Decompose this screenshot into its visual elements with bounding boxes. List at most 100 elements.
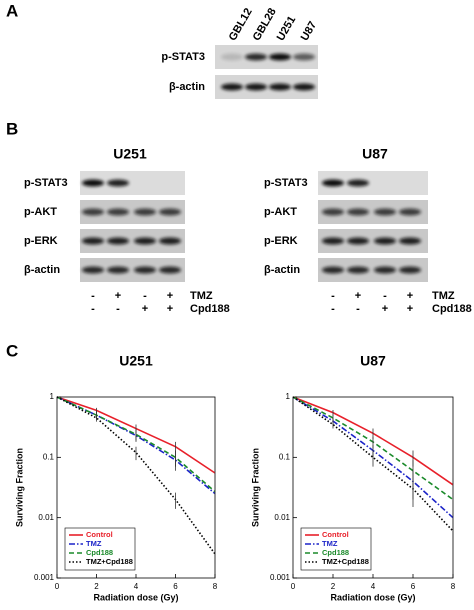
band	[347, 208, 369, 216]
y-tick-label: 0.01	[274, 513, 290, 522]
treatment-sign: +	[382, 303, 388, 315]
y-tick-label: 0.1	[279, 452, 291, 461]
panel-label: B	[6, 119, 18, 138]
treatment-sign: -	[356, 303, 360, 315]
treatment-sign: -	[91, 290, 95, 302]
band	[293, 53, 315, 61]
band	[399, 266, 421, 274]
band	[134, 208, 156, 216]
treatment-sign: -	[331, 290, 335, 302]
x-tick-label: 6	[173, 582, 178, 591]
band	[374, 266, 396, 274]
x-tick-label: 6	[411, 582, 416, 591]
band	[322, 266, 344, 274]
y-axis-label: Surviving Fraction	[14, 448, 24, 527]
band	[107, 208, 129, 216]
row-label: p-AKT	[264, 206, 297, 218]
band	[221, 53, 243, 61]
legend-label: Cpd188	[322, 548, 349, 557]
band	[374, 208, 396, 216]
legend-label: TMZ	[86, 539, 102, 548]
treatment-sign: -	[383, 290, 387, 302]
band	[107, 266, 129, 274]
treatment-sign: +	[142, 303, 148, 315]
band	[159, 266, 181, 274]
legend-label: Control	[86, 530, 113, 539]
y-tick-label: 0.01	[38, 513, 54, 522]
band	[82, 179, 104, 187]
row-label: β-actin	[169, 81, 205, 93]
band	[347, 179, 369, 187]
band	[107, 179, 129, 187]
blot-title: U87	[362, 146, 388, 162]
band	[159, 208, 181, 216]
treatment-name: TMZ	[432, 290, 455, 302]
panel-label: C	[6, 341, 18, 360]
treatment-name: Cpd188	[432, 303, 472, 315]
treatment-sign: -	[331, 303, 335, 315]
band	[107, 237, 129, 245]
band	[322, 237, 344, 245]
treatment-name: TMZ	[190, 290, 213, 302]
treatment-sign: -	[116, 303, 120, 315]
row-label: p-STAT3	[264, 177, 308, 189]
band	[245, 83, 267, 91]
row-label: β-actin	[264, 264, 300, 276]
treatment-sign: -	[91, 303, 95, 315]
y-tick-label: 1	[286, 392, 291, 401]
lane-label: U251	[275, 14, 299, 43]
x-tick-label: 8	[213, 582, 218, 591]
y-tick-label: 0.001	[34, 573, 55, 582]
band	[134, 237, 156, 245]
band	[82, 266, 104, 274]
band	[322, 208, 344, 216]
treatment-sign: +	[355, 290, 361, 302]
band	[374, 237, 396, 245]
band	[82, 237, 104, 245]
legend-box	[300, 527, 372, 571]
y-tick-label: 0.001	[270, 573, 291, 582]
treatment-sign: -	[143, 290, 147, 302]
series-line	[56, 396, 216, 493]
blot-title: U251	[113, 146, 147, 162]
band	[399, 237, 421, 245]
legend-label: TMZ+Cpd188	[322, 557, 369, 566]
legend-label: Cpd188	[86, 548, 113, 557]
chart-title: U251	[119, 353, 153, 369]
band	[245, 53, 267, 61]
band	[322, 179, 344, 187]
x-axis-label: Radiation dose (Gy)	[330, 592, 415, 602]
x-tick-label: 4	[134, 582, 139, 591]
treatment-sign: +	[167, 290, 173, 302]
x-tick-label: 0	[291, 582, 296, 591]
x-tick-label: 2	[331, 582, 336, 591]
legend-label: Control	[322, 530, 349, 539]
row-label: p-ERK	[24, 235, 58, 247]
x-tick-label: 8	[451, 582, 456, 591]
treatment-sign: +	[167, 303, 173, 315]
legend-label: TMZ+Cpd188	[86, 557, 133, 566]
panel-label: A	[6, 1, 18, 20]
band	[82, 208, 104, 216]
chart-title: U87	[360, 353, 386, 369]
band	[293, 83, 315, 91]
band	[159, 237, 181, 245]
x-tick-label: 4	[371, 582, 376, 591]
x-tick-label: 0	[55, 582, 60, 591]
treatment-sign: +	[115, 290, 121, 302]
y-tick-label: 0.1	[43, 452, 55, 461]
row-label: p-STAT3	[24, 177, 68, 189]
band	[269, 83, 291, 91]
band	[269, 53, 291, 61]
band	[347, 237, 369, 245]
band	[347, 266, 369, 274]
band	[134, 266, 156, 274]
series-line	[292, 396, 454, 532]
row-label: p-AKT	[24, 206, 57, 218]
row-label: β-actin	[24, 264, 60, 276]
y-tick-label: 1	[50, 392, 55, 401]
lane-label: U87	[299, 19, 319, 42]
band	[399, 208, 421, 216]
treatment-sign: +	[407, 303, 413, 315]
